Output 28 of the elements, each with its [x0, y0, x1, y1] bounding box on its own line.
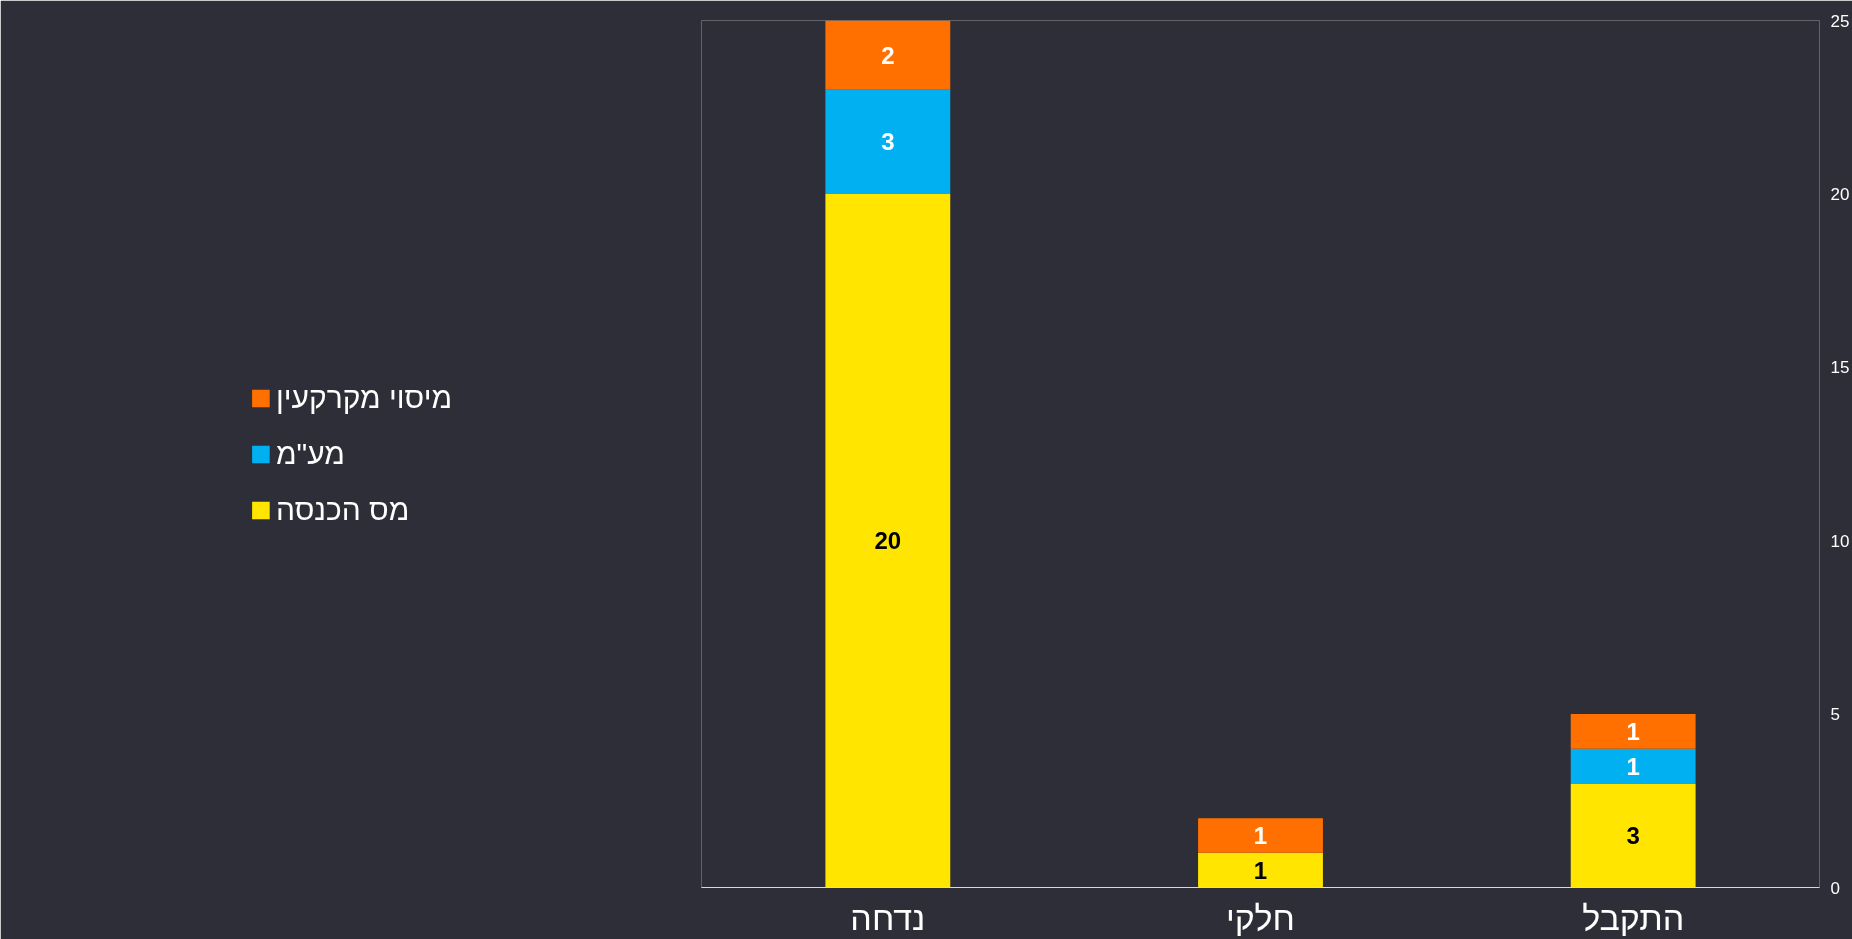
bar [1198, 818, 1323, 853]
data-label: 20 [874, 527, 902, 555]
legend-label: מע"מ [275, 436, 345, 471]
y-tick-label: 5 [1830, 705, 1840, 725]
data-label: 1 [1253, 856, 1268, 884]
x-tick-label: התקבל [1582, 898, 1685, 937]
legend-label: מיסוי מקרקעין [275, 380, 453, 415]
bar [1570, 783, 1696, 888]
data-label: 3 [881, 128, 895, 156]
x-tick-label: נדחה [850, 898, 926, 937]
bar [1198, 852, 1323, 888]
data-label: 1 [1626, 752, 1640, 780]
bar [825, 193, 951, 888]
bar [1570, 714, 1696, 749]
legend-label: מס הכנסה [275, 492, 410, 527]
data-label: 2 [881, 41, 895, 69]
data-label: 1 [1253, 821, 1268, 849]
y-tick-label: 0 [1830, 878, 1840, 898]
data-label: 3 [1626, 821, 1640, 849]
y-tick-label: 20 [1830, 184, 1850, 204]
bar [825, 89, 951, 194]
y-tick-label: 25 [1830, 11, 1850, 31]
bar [825, 20, 951, 90]
y-tick-label: 10 [1830, 531, 1850, 551]
bar [1570, 748, 1696, 784]
x-tick-label: חלקי [1226, 898, 1295, 937]
data-label: 1 [1626, 717, 1640, 745]
y-tick-label: 15 [1830, 358, 1850, 378]
